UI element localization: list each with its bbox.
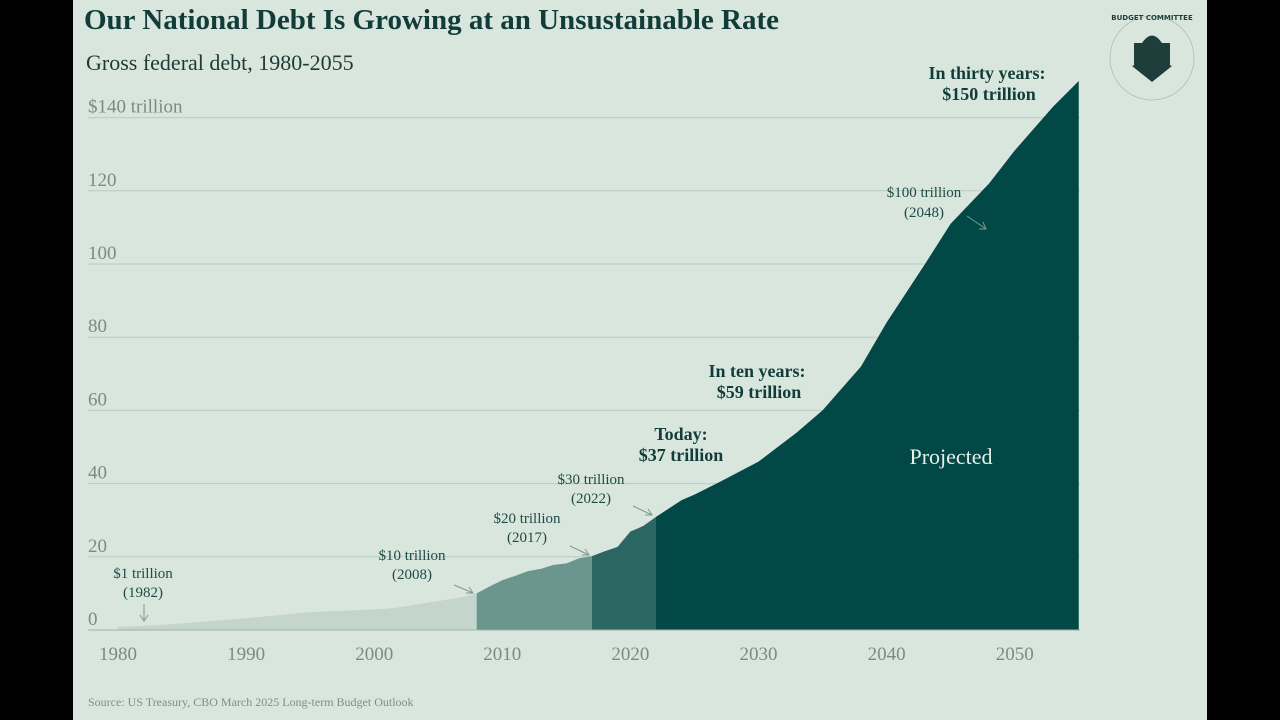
y-tick-label: 40 [88,463,107,484]
y-tick-label: 100 [88,243,117,264]
area-projected [656,81,1079,630]
annotation-2008-year: (2008) [392,567,432,583]
source-note: Source: US Treasury, CBO March 2025 Long… [88,695,414,709]
x-tick-label: 2040 [868,644,906,665]
callout-ten-years-value: $59 trillion [717,382,802,402]
annotation-2048-year: (2048) [904,205,944,221]
x-tick-label: 2020 [611,644,649,665]
x-tick-label: 2010 [483,644,521,665]
annotation-2017: $20 trillion [493,511,561,527]
annotation-2022-year: (2022) [571,491,611,507]
y-tick-label: $140 trillion [88,97,183,118]
callout-ten-years: In ten years: [709,361,806,381]
x-tick-label: 2000 [355,644,393,665]
callout-today-value: $37 trillion [639,445,724,465]
y-tick-label: 20 [88,536,107,557]
chart-subtitle: Gross federal debt, 1980-2055 [86,50,354,75]
y-tick-label: 80 [88,316,107,337]
logo-text: BUDGET COMMITTEE [1111,14,1193,22]
annotation-1982: $1 trillion [113,566,173,582]
callout-thirty-years: In thirty years: [929,63,1046,83]
arrow-icon [139,604,149,622]
arrow-icon [569,545,590,556]
area-2017-2022 [591,516,657,630]
callout-today: Today: [654,424,707,444]
chart-title: Our National Debt Is Growing at an Unsus… [84,4,780,36]
arrow-icon [966,215,987,230]
arrow-icon [453,584,474,594]
area-1980-2008 [118,593,477,630]
arrow-icon [632,505,653,516]
annotation-2008: $10 trillion [378,548,446,564]
annotation-2017-year: (2017) [507,530,547,546]
budget-committee-logo: BUDGET COMMITTEE [1109,14,1195,101]
callout-thirty-years-value: $150 trillion [942,84,1036,104]
x-tick-label: 1990 [227,644,265,665]
y-tick-label: 0 [88,609,98,630]
x-tick-label: 2050 [996,644,1034,665]
annotation-2048: $100 trillion [887,185,962,201]
y-tick-label: 60 [88,389,107,410]
annotation-2022: $30 trillion [557,472,625,488]
annotation-1982-year: (1982) [123,585,163,601]
y-tick-label: 120 [88,170,117,191]
x-tick-label: 1980 [99,644,137,665]
x-tick-label: 2030 [740,644,778,665]
projected-label: Projected [909,444,992,469]
area-2008-2017 [476,556,592,630]
